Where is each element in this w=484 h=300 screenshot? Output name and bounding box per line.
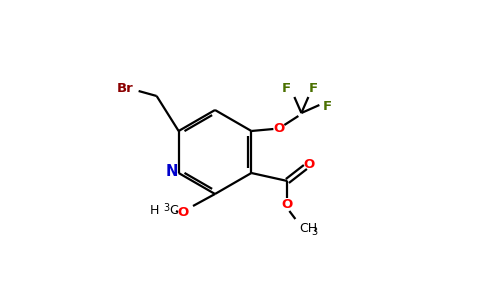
Text: Br: Br: [116, 82, 133, 94]
Text: C: C: [169, 203, 178, 217]
Text: F: F: [323, 100, 332, 113]
Text: O: O: [177, 206, 189, 218]
Text: CH: CH: [300, 223, 318, 236]
Text: 3: 3: [311, 227, 318, 237]
Text: 3: 3: [163, 203, 169, 213]
Text: F: F: [309, 82, 318, 95]
Text: O: O: [274, 122, 285, 136]
Text: O: O: [282, 199, 293, 212]
Text: N: N: [166, 164, 178, 179]
Text: H: H: [150, 203, 159, 217]
Text: O: O: [304, 158, 315, 172]
Text: F: F: [282, 82, 291, 95]
